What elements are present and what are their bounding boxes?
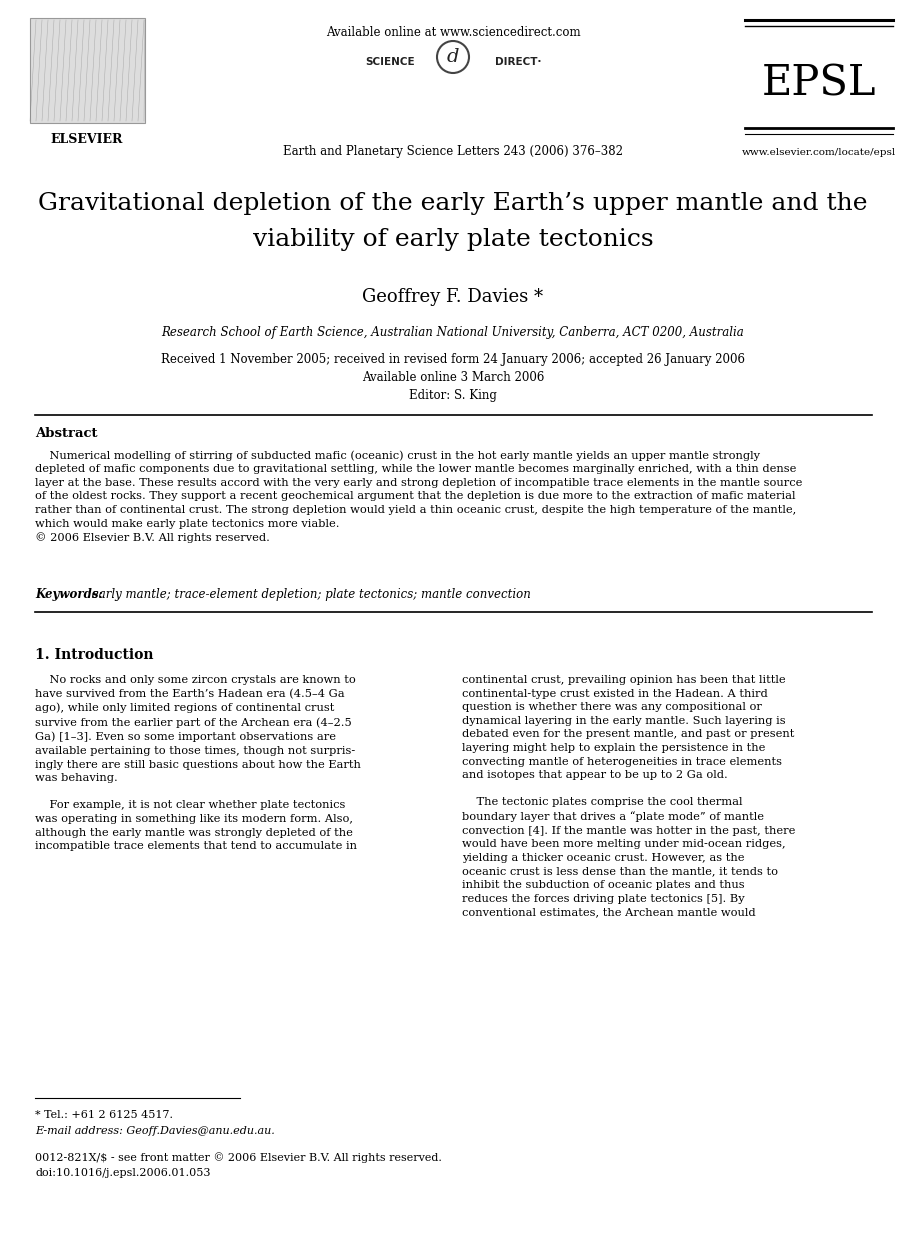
Text: 0012-821X/$ - see front matter © 2006 Elsevier B.V. All rights reserved.: 0012-821X/$ - see front matter © 2006 El… [35, 1153, 442, 1162]
Text: EPSL: EPSL [762, 62, 876, 104]
Text: Editor: S. King: Editor: S. King [409, 389, 497, 402]
Text: early mantle; trace-element depletion; plate tectonics; mantle convection: early mantle; trace-element depletion; p… [88, 588, 531, 600]
Text: www.elsevier.com/locate/epsl: www.elsevier.com/locate/epsl [742, 149, 896, 157]
Text: Received 1 November 2005; received in revised form 24 January 2006; accepted 26 : Received 1 November 2005; received in re… [161, 353, 745, 366]
Text: Abstract: Abstract [35, 427, 97, 439]
Text: SCIENCE: SCIENCE [366, 57, 415, 67]
Text: d: d [447, 48, 459, 66]
Text: DIRECT·: DIRECT· [495, 57, 541, 67]
Text: ELSEVIER: ELSEVIER [51, 132, 123, 146]
Text: Earth and Planetary Science Letters 243 (2006) 376–382: Earth and Planetary Science Letters 243 … [283, 145, 623, 158]
Text: doi:10.1016/j.epsl.2006.01.053: doi:10.1016/j.epsl.2006.01.053 [35, 1167, 210, 1179]
Text: viability of early plate tectonics: viability of early plate tectonics [253, 228, 653, 251]
Bar [30, 19, 145, 123]
Text: Geoffrey F. Davies *: Geoffrey F. Davies * [363, 288, 543, 306]
Text: E-mail address: Geoff.Davies@anu.edu.au.: E-mail address: Geoff.Davies@anu.edu.au. [35, 1127, 275, 1136]
Text: continental crust, prevailing opinion has been that little
continental-type crus: continental crust, prevailing opinion ha… [462, 675, 795, 917]
Text: 1. Introduction: 1. Introduction [35, 647, 153, 662]
Text: Research School of Earth Science, Australian National University, Canberra, ACT : Research School of Earth Science, Austra… [161, 326, 745, 339]
Text: Available online 3 March 2006: Available online 3 March 2006 [362, 371, 544, 384]
Text: Available online at www.sciencedirect.com: Available online at www.sciencedirect.co… [326, 26, 580, 40]
Text: * Tel.: +61 2 6125 4517.: * Tel.: +61 2 6125 4517. [35, 1110, 173, 1120]
Text: Numerical modelling of stirring of subducted mafic (oceanic) crust in the hot ea: Numerical modelling of stirring of subdu… [35, 449, 803, 543]
Text: No rocks and only some zircon crystals are known to
have survived from the Earth: No rocks and only some zircon crystals a… [35, 675, 361, 851]
Text: Gravitational depletion of the early Earth’s upper mantle and the: Gravitational depletion of the early Ear… [38, 192, 868, 215]
Text: Keywords:: Keywords: [35, 588, 102, 600]
